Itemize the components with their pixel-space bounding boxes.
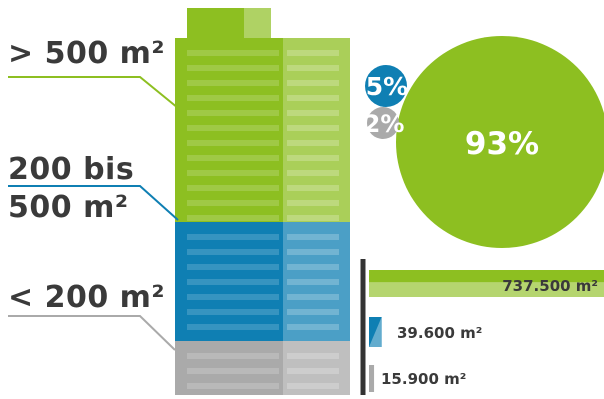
label-under-200: < 200 m² (8, 280, 166, 315)
pie-label-small-2: 2% (364, 110, 405, 138)
window-strip (187, 110, 279, 116)
leader-line-2 (8, 315, 176, 351)
window-strip (187, 215, 279, 221)
window-strip (187, 140, 279, 146)
building-roof-block-light (244, 8, 271, 38)
window-strip (287, 125, 339, 131)
label-200-bis-line1: 200 bis (8, 152, 135, 187)
window-strip (287, 383, 339, 389)
bar-value-label-1: 39.600 m² (397, 324, 482, 342)
label-over-500: > 500 m² (8, 36, 166, 71)
window-strip (287, 50, 339, 56)
window-strip (287, 65, 339, 71)
bar-highlight (369, 317, 382, 347)
pie-label-large: 93% (465, 126, 539, 162)
window-strip (287, 200, 339, 206)
window-strip (287, 170, 339, 176)
window-strip (187, 353, 279, 359)
window-strip (287, 309, 339, 315)
window-strip (187, 249, 279, 255)
window-strip (287, 80, 339, 86)
window-strip (187, 383, 279, 389)
window-strip (187, 155, 279, 161)
building-section-0 (175, 38, 350, 222)
window-strip (187, 65, 279, 71)
leader-line-1 (8, 185, 179, 221)
building-section-1 (175, 222, 350, 341)
window-strip (187, 50, 279, 56)
bar-highlight (369, 282, 604, 297)
window-strip (287, 185, 339, 191)
pie-label-small-1: 5% (366, 72, 408, 101)
pie-slice-large (396, 36, 604, 248)
window-strip (287, 140, 339, 146)
window-strip (187, 279, 279, 285)
building-section-2 (175, 341, 350, 395)
window-strip (287, 279, 339, 285)
window-strip (187, 264, 279, 270)
window-strip (187, 80, 279, 86)
window-strip (187, 95, 279, 101)
window-strip (187, 324, 279, 330)
window-strip (287, 110, 339, 116)
window-strip (187, 125, 279, 131)
pie-slice-small-2 (367, 107, 399, 139)
window-strip (287, 95, 339, 101)
window-strip (187, 170, 279, 176)
bar-rect (369, 365, 375, 392)
bar-0: 737.500 m² (369, 270, 604, 297)
window-strip (287, 368, 339, 374)
bar-value-label-0: 737.500 m² (502, 277, 598, 295)
window-strip (187, 185, 279, 191)
window-strip (287, 155, 339, 161)
window-strip (187, 234, 279, 240)
leader-line-0 (8, 76, 179, 109)
window-strip (287, 215, 339, 221)
label-200-bis-line2: 500 m² (8, 190, 129, 225)
bar-value-label-2: 15.900 m² (381, 370, 466, 388)
window-strip (287, 264, 339, 270)
window-strip (287, 294, 339, 300)
bar-2: 15.900 m² (369, 365, 466, 392)
building-roof-block (187, 8, 244, 38)
window-strip (187, 294, 279, 300)
window-strip (187, 200, 279, 206)
bar-1: 39.600 m² (369, 317, 482, 347)
pie-slice-small-1 (365, 65, 407, 107)
window-strip (187, 309, 279, 315)
window-strip (287, 249, 339, 255)
window-strip (187, 368, 279, 374)
window-strip (287, 234, 339, 240)
window-strip (287, 353, 339, 359)
window-strip (287, 324, 339, 330)
